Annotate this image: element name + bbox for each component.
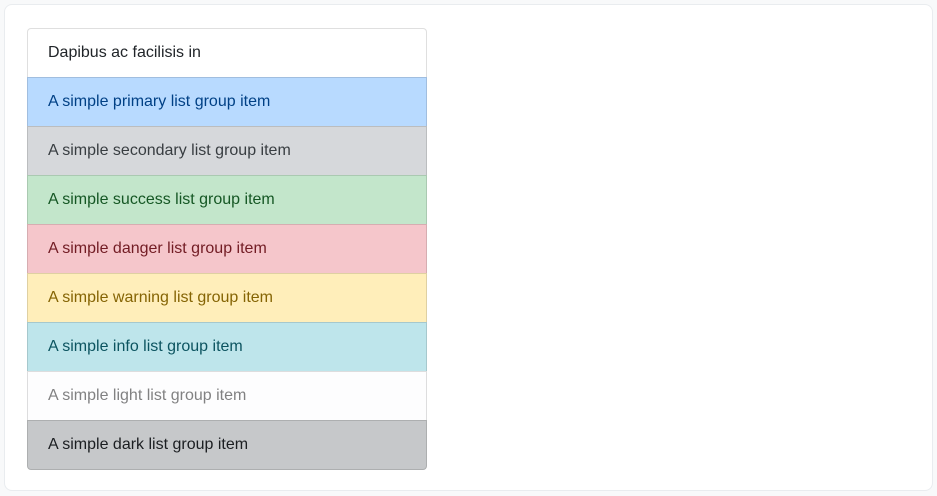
list-item-info: A simple info list group item bbox=[27, 322, 427, 372]
list-item-light: A simple light list group item bbox=[27, 371, 427, 421]
list-item-dark: A simple dark list group item bbox=[27, 420, 427, 470]
page-card: Dapibus ac facilisis in A simple primary … bbox=[4, 4, 933, 491]
list-item-warning: A simple warning list group item bbox=[27, 273, 427, 323]
list-item-danger: A simple danger list group item bbox=[27, 224, 427, 274]
list-item-default: Dapibus ac facilisis in bbox=[27, 28, 427, 78]
list-item-success: A simple success list group item bbox=[27, 175, 427, 225]
contextual-list-group: Dapibus ac facilisis in A simple primary … bbox=[27, 28, 427, 470]
list-item-secondary: A simple secondary list group item bbox=[27, 126, 427, 176]
list-item-primary: A simple primary list group item bbox=[27, 77, 427, 127]
